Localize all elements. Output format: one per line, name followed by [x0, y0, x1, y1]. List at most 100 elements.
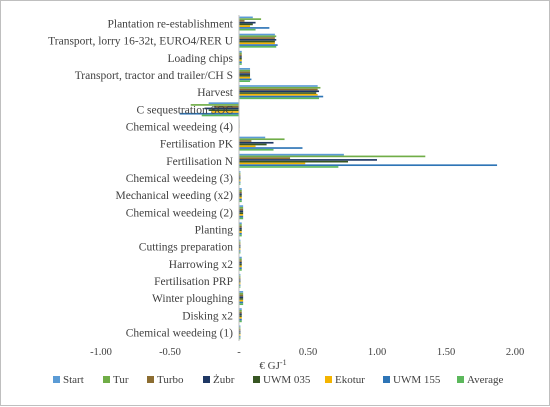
bar-uwm-035-11: [239, 212, 244, 214]
bar-uwm-035-5: [208, 109, 239, 112]
bar-turbo-1: [239, 37, 275, 39]
bar-uwm-035-9: [239, 178, 241, 180]
bar-uwm-155-4: [239, 95, 324, 98]
bar--ubr-4: [239, 90, 320, 93]
bar-average-12: [239, 234, 242, 237]
x-axis-title-superscript: -1: [280, 358, 287, 367]
bar-average-17: [239, 320, 242, 323]
bar-average-9: [239, 183, 241, 185]
bar-uwm-155-15: [239, 284, 241, 287]
bar-uwm-155-0: [239, 27, 270, 29]
bar--ubr-12: [239, 227, 242, 230]
bar-start-3: [239, 68, 251, 70]
category-label: Winter ploughing: [152, 293, 233, 305]
legend-swatch: [203, 376, 210, 383]
bar-uwm-155-12: [239, 232, 242, 235]
bar-average-15: [239, 286, 241, 288]
bar-start-15: [239, 273, 241, 276]
bar-uwm-155-3: [239, 78, 252, 81]
bar-ekotur-2: [239, 59, 242, 62]
bar-start-9: [239, 170, 241, 173]
bar-start-1: [239, 33, 275, 36]
bar-uwm-155-7: [239, 147, 303, 149]
category-label: Fertilisation PRP: [154, 276, 233, 288]
bar-average-4: [239, 97, 320, 100]
legend-label: UWM 155: [393, 374, 441, 386]
legend-swatch: [147, 376, 154, 383]
bar-turbo-2: [239, 54, 242, 57]
legend-item-turbo: Turbo: [147, 374, 184, 386]
bar-start-18: [239, 325, 241, 328]
bar-average-5: [201, 114, 239, 117]
bar-tur-16: [239, 292, 244, 295]
legend: Start Tur Turbo Żubr UWM 035 Ekotur UWM 155 Ave…: [53, 374, 504, 386]
bar--ubr-3: [239, 73, 251, 75]
category-label: Fertilisation PK: [160, 139, 234, 151]
bar-tur-11: [239, 207, 244, 209]
bar-ekotur-7: [239, 145, 256, 148]
bar-uwm-035-3: [239, 75, 251, 77]
legend-label: Start: [63, 374, 84, 386]
bar--ubr-10: [239, 193, 242, 196]
legend-swatch: [53, 376, 60, 383]
bar-ekotur-18: [239, 334, 241, 336]
category-label: Mechanical weeding (x2): [115, 190, 233, 202]
bar-tur-18: [239, 327, 241, 329]
bar-uwm-155-2: [239, 61, 242, 64]
bar-uwm-155-11: [239, 215, 244, 218]
bar-ekotur-15: [239, 282, 241, 285]
bar-tur-8: [239, 155, 426, 158]
bar-turbo-10: [239, 191, 242, 194]
bar-uwm-155-5: [179, 112, 239, 115]
bars-layer: [179, 16, 498, 340]
legend-item-start: Start: [53, 374, 84, 386]
bar-uwm-035-14: [239, 263, 242, 266]
category-label: C sequestration SOC: [137, 104, 234, 116]
category-label: Transport, lorry 16-32t, EURO4/RER U: [48, 36, 234, 48]
bar-turbo-18: [239, 328, 241, 331]
bar-tur-13: [239, 241, 241, 244]
category-label: Chemical weedeing (2): [126, 207, 233, 219]
bar-average-16: [239, 303, 244, 306]
bar-uwm-035-18: [239, 332, 241, 335]
bar-average-1: [239, 46, 277, 48]
bar-turbo-3: [239, 71, 251, 74]
bar--ubr-9: [239, 176, 241, 178]
bar-start-5: [208, 102, 239, 104]
bar-ekotur-0: [239, 25, 251, 27]
bar-start-7: [239, 136, 266, 139]
bar-ekotur-13: [239, 248, 241, 251]
x-axis-title-text: € GJ: [259, 360, 280, 372]
x-tick-label: -: [237, 347, 241, 358]
bar-ekotur-5: [211, 111, 239, 113]
bar-uwm-035-0: [239, 23, 253, 26]
bar-uwm-035-10: [239, 195, 242, 197]
category-label: Disking x2: [182, 310, 233, 322]
bar-uwm-035-17: [239, 315, 242, 317]
x-tick-labels: -1.00 -0.50-0.50 1.00 1.50 2.00: [90, 347, 524, 358]
bar-turbo-12: [239, 225, 242, 228]
bar-start-14: [239, 256, 242, 259]
bar-turbo-4: [239, 88, 318, 91]
legend-label: Żubr: [213, 374, 235, 386]
bar--ubr-0: [239, 21, 256, 24]
bar-average-2: [239, 63, 242, 65]
bar-turbo-7: [239, 140, 252, 142]
bar-uwm-155-16: [239, 301, 244, 304]
x-tick-label: 1.50: [437, 347, 455, 358]
bar-turbo-17: [239, 311, 242, 314]
legend-swatch: [383, 376, 390, 383]
legend-item-uwm-155: UWM 155: [383, 374, 441, 386]
bar--ubr-1: [239, 38, 277, 41]
bar-average-7: [239, 148, 274, 151]
legend-item-average: Average: [457, 374, 504, 386]
bar-ekotur-9: [239, 179, 241, 182]
bar-turbo-8: [239, 157, 291, 159]
bar--ubr-14: [239, 262, 242, 264]
bar-uwm-155-9: [239, 181, 241, 184]
bar-turbo-15: [239, 277, 241, 280]
bar-uwm-035-2: [239, 57, 242, 60]
bar--ubr-18: [239, 330, 241, 333]
legend-item-tur: Tur: [103, 374, 129, 386]
